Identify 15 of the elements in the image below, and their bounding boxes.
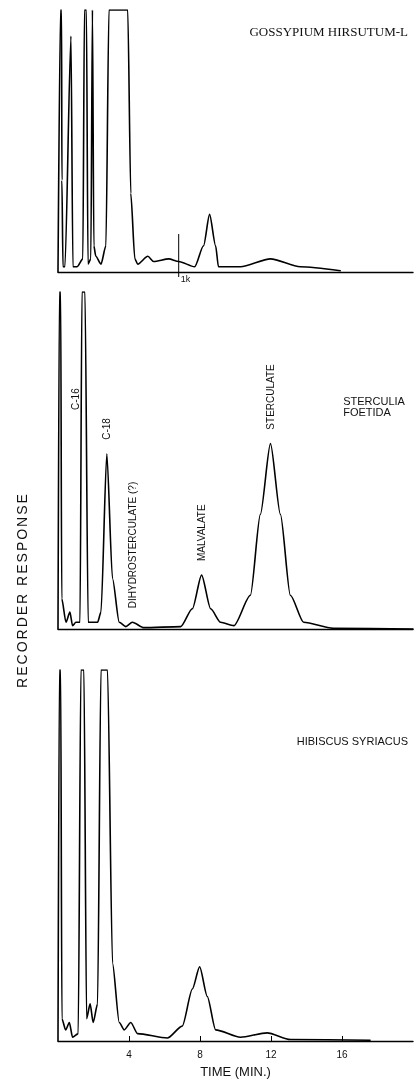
annotation: C-18 xyxy=(101,417,113,440)
annotation: DIHYDROSTERCULATE (?) xyxy=(126,481,138,609)
ref-line-label: 1k xyxy=(180,273,191,284)
annotation: C-16 xyxy=(69,387,81,410)
annotation: MALVALATE xyxy=(196,504,208,562)
text: GOSSYPIUM HIRSUTUM-L xyxy=(249,24,409,39)
annotation: STERCULATE xyxy=(264,363,276,430)
text: STERCULIA FOETIDA xyxy=(343,394,408,418)
x-tick-label: 12 xyxy=(265,1048,277,1060)
text: HIBISCUS SYRIACUS xyxy=(296,734,408,747)
x-tick-label: 4 xyxy=(126,1048,133,1060)
x-axis-title: TIME (MIN.) xyxy=(200,1064,271,1079)
x-tick-label: 8 xyxy=(197,1048,204,1060)
y-axis-title: RECORDER RESPONSE xyxy=(14,492,30,688)
x-tick-label: 16 xyxy=(336,1048,348,1060)
